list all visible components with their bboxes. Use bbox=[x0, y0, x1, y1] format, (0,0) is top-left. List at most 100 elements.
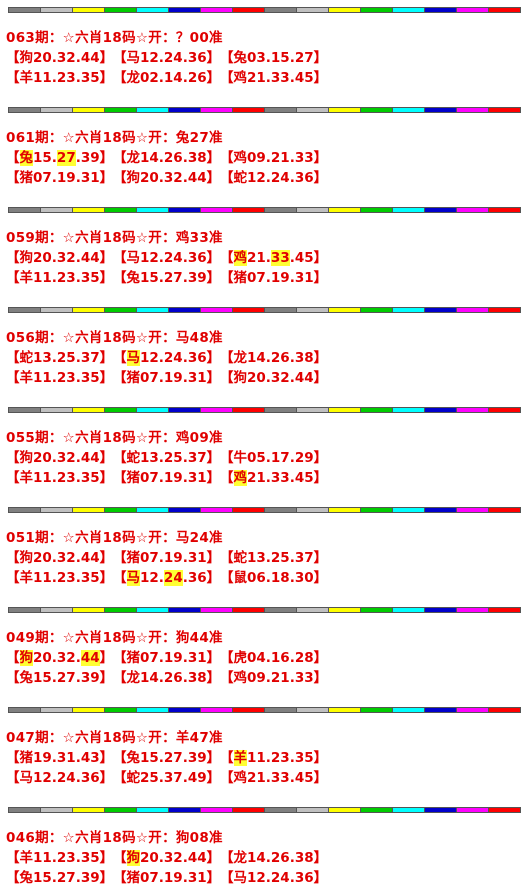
group-text: 蛇13.25.37 bbox=[126, 450, 207, 466]
prediction-row: 【羊11.23.35】 【龙02.14.26】 【鸡21.33.45】 bbox=[6, 68, 526, 88]
strip-segment bbox=[297, 508, 329, 512]
group-text: 鸡09.21.33 bbox=[233, 670, 314, 686]
zodiac-group: 【马12.24.36】 bbox=[113, 248, 220, 268]
zodiac-group: 【羊11.23.35】 bbox=[6, 468, 113, 488]
highlighted-hit: 狗 bbox=[19, 650, 33, 666]
zodiac-group: 【龙02.14.26】 bbox=[113, 68, 220, 88]
period-title: 056期：☆六肖18码☆开：马48准 bbox=[6, 330, 223, 346]
zodiac-group: 【龙14.26.38】 bbox=[220, 348, 327, 368]
zodiac-group: 【猪07.19.31】 bbox=[113, 548, 220, 568]
group-text: 【 bbox=[220, 350, 234, 366]
strip-segment bbox=[329, 808, 361, 812]
strip-segment bbox=[329, 108, 361, 112]
prediction-row: 【猪07.19.31】 【狗20.32.44】 【蛇12.24.36】 bbox=[6, 168, 526, 188]
strip-segment bbox=[361, 708, 393, 712]
group-text: 猪07.19.31 bbox=[126, 550, 207, 566]
group-text: 【 bbox=[113, 270, 127, 286]
strip-segment bbox=[73, 208, 105, 212]
group-text: 狗20.32.44 bbox=[126, 170, 207, 186]
group-text: 【 bbox=[220, 570, 234, 586]
strip-segment bbox=[9, 8, 41, 12]
strip-segment bbox=[489, 408, 520, 412]
strip-segment bbox=[329, 508, 361, 512]
group-text: 【 bbox=[113, 170, 127, 186]
zodiac-group: 【马12.24.36】 bbox=[6, 768, 113, 788]
group-text: .39】 bbox=[75, 150, 114, 166]
strip-segment bbox=[169, 708, 201, 712]
prediction-row: 【兔15.27.39】 【猪07.19.31】 【马12.24.36】 bbox=[6, 868, 526, 888]
strip-segment bbox=[489, 708, 520, 712]
group-text: 】 bbox=[99, 650, 114, 666]
strip-segment bbox=[361, 108, 393, 112]
strip-segment bbox=[137, 408, 169, 412]
strip-segment bbox=[169, 508, 201, 512]
strip-segment bbox=[41, 808, 73, 812]
strip-segment bbox=[425, 508, 457, 512]
prediction-row: 【蛇13.25.37】 【马12.24.36】 【龙14.26.38】 bbox=[6, 348, 526, 368]
group-text: 】 bbox=[206, 470, 221, 486]
prediction-row: 【兔15.27.39】 【龙14.26.38】 【鸡09.21.33】 bbox=[6, 668, 526, 688]
period-title: 049期：☆六肖18码☆开：狗44准 bbox=[6, 630, 223, 646]
group-text: 【 bbox=[220, 770, 234, 786]
group-text: 20.32.44】 bbox=[140, 850, 221, 866]
group-text: 【 bbox=[113, 770, 127, 786]
group-text: 】 bbox=[313, 770, 328, 786]
prediction-row: 【狗20.32.44】 【马12.24.36】 【兔03.15.27】 bbox=[6, 48, 526, 68]
group-text: 】 bbox=[206, 750, 221, 766]
group-text: 21.33.45】 bbox=[247, 470, 328, 486]
period-title: 046期：☆六肖18码☆开：狗08准 bbox=[6, 830, 223, 846]
strip-segment bbox=[361, 808, 393, 812]
zodiac-group: 【兔15.27.39】 bbox=[6, 868, 113, 888]
group-text: 20.32. bbox=[33, 650, 81, 666]
group-text: 【 bbox=[113, 150, 127, 166]
zodiac-group: 【牛05.17.29】 bbox=[220, 448, 327, 468]
strip-segment bbox=[297, 408, 329, 412]
highlighted-hit: 狗 bbox=[126, 850, 140, 866]
group-text: 【 bbox=[113, 350, 127, 366]
strip-segment bbox=[425, 408, 457, 412]
strip-segment bbox=[297, 308, 329, 312]
group-text: 】 bbox=[313, 670, 328, 686]
group-text: 【 bbox=[113, 870, 127, 886]
strip-segment bbox=[489, 208, 520, 212]
group-text: 【 bbox=[6, 450, 20, 466]
group-text: 【 bbox=[220, 650, 234, 666]
zodiac-group: 【马12.24.36】 bbox=[113, 568, 220, 588]
group-text: 【 bbox=[6, 650, 20, 666]
prediction-row: 【羊11.23.35】 【猪07.19.31】 【狗20.32.44】 bbox=[6, 368, 526, 388]
prediction-row: 【羊11.23.35】 【兔15.27.39】 【猪07.19.31】 bbox=[6, 268, 526, 288]
strip-segment bbox=[361, 8, 393, 12]
group-text: 【 bbox=[6, 570, 20, 586]
group-text: 马12.24.36 bbox=[19, 770, 100, 786]
zodiac-group: 【猪07.19.31】 bbox=[113, 648, 220, 668]
strip-segment bbox=[105, 8, 137, 12]
prediction-row: 【羊11.23.35】 【马12.24.36】 【鼠06.18.30】 bbox=[6, 568, 526, 588]
group-text: 蛇12.24.36 bbox=[233, 170, 314, 186]
prediction-row: 【羊11.23.35】 【狗20.32.44】 【龙14.26.38】 bbox=[6, 848, 526, 868]
group-text: 蛇13.25.37 bbox=[19, 350, 100, 366]
strip-segment bbox=[105, 708, 137, 712]
prediction-row: 【猪19.31.43】 【兔15.27.39】 【羊11.23.35】 bbox=[6, 748, 526, 768]
group-text: 龙14.26.38 bbox=[233, 850, 314, 866]
group-text: 【 bbox=[220, 850, 234, 866]
prediction-row: 【狗20.32.44】 【猪07.19.31】 【虎04.16.28】 bbox=[6, 648, 526, 668]
strip-segment bbox=[233, 208, 265, 212]
group-text: 】 bbox=[99, 350, 114, 366]
group-text: 】 bbox=[99, 550, 114, 566]
strip-segment bbox=[425, 8, 457, 12]
group-text: 虎04.16.28 bbox=[233, 650, 314, 666]
group-text: 】 bbox=[206, 670, 221, 686]
period-title: 059期：☆六肖18码☆开：鸡33准 bbox=[6, 230, 223, 246]
color-divider-strip bbox=[8, 7, 521, 13]
zodiac-group: 【兔03.15.27】 bbox=[220, 48, 327, 68]
strip-segment bbox=[201, 708, 233, 712]
period-title: 051期：☆六肖18码☆开：马24准 bbox=[6, 530, 223, 546]
zodiac-group: 【猪07.19.31】 bbox=[113, 368, 220, 388]
group-text: 【 bbox=[220, 750, 234, 766]
strip-segment bbox=[297, 208, 329, 212]
group-text: 】 bbox=[206, 250, 221, 266]
period-block: 051期：☆六肖18码☆开：马24准 【狗20.32.44】 【猪07.19.31】… bbox=[6, 528, 526, 588]
period-block: 055期：☆六肖18码☆开：鸡09准 【狗20.32.44】 【蛇13.25.37】… bbox=[6, 428, 526, 488]
group-text: 【 bbox=[6, 770, 20, 786]
strip-segment bbox=[233, 308, 265, 312]
